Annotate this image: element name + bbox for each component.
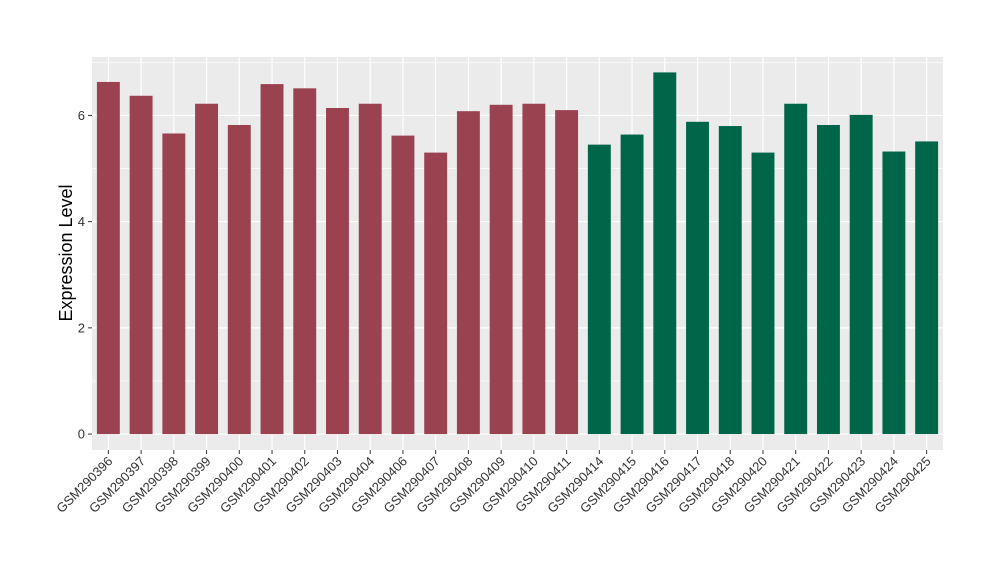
y-tick-label: 0 (78, 427, 85, 442)
bar-GSM290396 (96, 81, 120, 435)
bar-GSM290406 (391, 135, 415, 435)
bar-GSM290404 (358, 103, 382, 435)
bar-GSM290399 (195, 103, 219, 435)
x-axis: GSM290396GSM290397GSM290398GSM290399GSM2… (53, 450, 934, 516)
bar-GSM290415 (620, 134, 644, 435)
bar-GSM290422 (816, 124, 840, 435)
bar-GSM290417 (686, 121, 709, 435)
bar-GSM290397 (129, 95, 153, 435)
bars (96, 72, 939, 435)
bar-GSM290421 (784, 103, 808, 435)
bar-GSM290401 (260, 84, 284, 435)
bar-GSM290398 (162, 133, 186, 435)
bar-GSM290420 (751, 152, 775, 435)
bar-GSM290423 (849, 114, 873, 435)
y-axis-title: Expression Level (56, 184, 76, 321)
y-tick-label: 6 (78, 108, 85, 123)
bar-GSM290410 (522, 103, 546, 435)
bar-GSM290425 (915, 141, 939, 435)
bar-GSM290414 (587, 144, 611, 435)
bar-GSM290402 (293, 88, 317, 435)
bar-GSM290424 (882, 151, 906, 435)
bar-GSM290411 (555, 110, 579, 435)
bar-GSM290409 (489, 104, 513, 435)
bar-GSM290403 (326, 107, 349, 435)
bar-GSM290408 (456, 111, 480, 435)
y-tick-label: 2 (78, 320, 85, 335)
bar-GSM290416 (653, 72, 677, 435)
bar-GSM290400 (227, 124, 251, 435)
y-axis: 0 2 4 6 (78, 108, 92, 442)
bar-GSM290418 (718, 126, 742, 435)
bar-GSM290407 (424, 152, 448, 435)
y-tick-label: 4 (78, 214, 85, 229)
